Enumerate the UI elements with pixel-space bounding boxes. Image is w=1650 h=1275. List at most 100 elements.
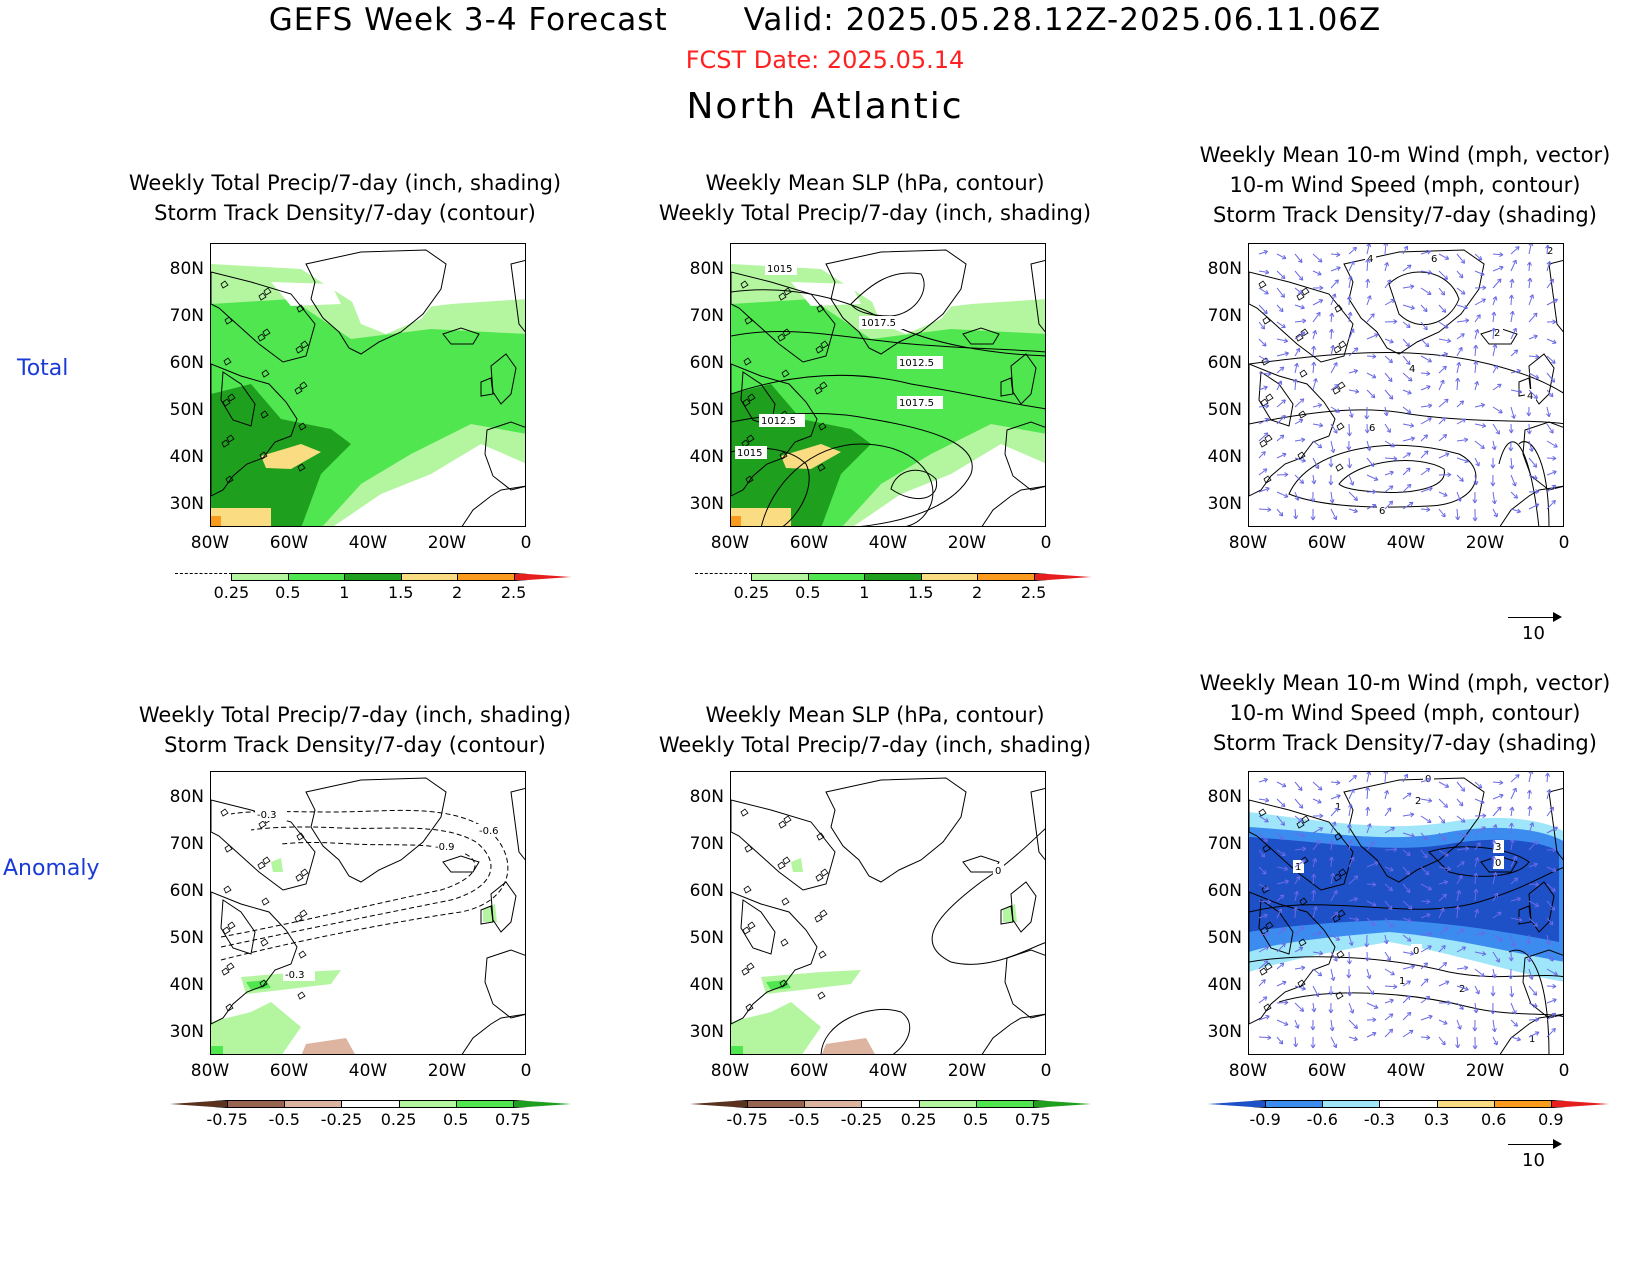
colorbar-swatch — [804, 1100, 863, 1108]
lat-tick-label: 40N — [689, 447, 724, 467]
svg-text:4: 4 — [1409, 364, 1415, 375]
colorbar-label: -0.25 — [320, 1110, 363, 1129]
lon-tick-label: 40W — [1386, 533, 1426, 553]
lon-tick-label: 20W — [947, 1061, 987, 1081]
lon-tick-label: 0 — [1558, 533, 1570, 553]
lon-tick-label: 20W — [1465, 533, 1505, 553]
lon-tick-label: 60W — [789, 1061, 829, 1081]
map-total-wind: 4 6 2 2 4 6 4 6 — [1248, 243, 1564, 527]
svg-text:2: 2 — [1415, 796, 1421, 807]
colorbar-swatch — [227, 1100, 286, 1108]
svg-text:1015: 1015 — [737, 448, 762, 459]
lat-tick-label: 30N — [689, 494, 724, 514]
lon-tick-label: 0 — [520, 533, 532, 553]
lat-tick-label: 70N — [169, 306, 204, 326]
colorbar-label: 1 — [859, 583, 870, 602]
lat-tick-label: 80N — [169, 259, 204, 279]
map-anom-precip: -0.3 -0.6 -0.9 -0.3 — [210, 771, 526, 1055]
colorbar-label: 0.6 — [1480, 1110, 1507, 1129]
lon-tick-label: 60W — [1307, 1061, 1347, 1081]
lat-tick-label: 30N — [1207, 494, 1242, 514]
colorbar-total-precip: 0.25 0.5 1 1.5 2 2.5 — [175, 573, 571, 602]
region-title: North Atlantic — [686, 86, 964, 127]
svg-text:-0.6: -0.6 — [479, 826, 499, 837]
lat-tick-label: 50N — [1207, 928, 1242, 948]
lat-tick-label: 30N — [169, 1022, 204, 1042]
colorbar-swatch — [284, 1100, 343, 1108]
lat-tick-label: 30N — [689, 1022, 724, 1042]
colorbar-anom-precip-2: -0.75 -0.5 -0.25 0.25 0.5 0.75 — [690, 1100, 1091, 1129]
lon-tick-label: 80W — [190, 1061, 230, 1081]
colorbar-label: 2 — [972, 583, 983, 602]
lon-tick-label: 40W — [868, 533, 908, 553]
lat-tick-label: 60N — [1207, 353, 1242, 373]
colorbar-swatch — [1493, 1100, 1552, 1108]
colorbar-swatch — [747, 1100, 806, 1108]
lat-tick-label: 40N — [169, 975, 204, 995]
lon-tick-label: 0 — [520, 1061, 532, 1081]
colorbar-swatch — [457, 573, 515, 581]
colorbar-swatch — [975, 1100, 1034, 1108]
colorbar-swatch — [751, 573, 809, 581]
svg-text:1017.5: 1017.5 — [899, 398, 934, 409]
lon-tick-label: 0 — [1040, 1061, 1052, 1081]
panel-title-anom-precip: Weekly Total Precip/7-day (inch, shading… — [138, 703, 572, 757]
arrow-right-icon — [1508, 612, 1562, 622]
lat-tick-label: 50N — [1207, 400, 1242, 420]
colorbar-swatch — [918, 1100, 977, 1108]
colorbar-swatch — [1322, 1100, 1381, 1108]
colorbar-label: 0.25 — [213, 583, 250, 602]
lon-tick-label: 20W — [427, 533, 467, 553]
colorbar-label: 0.5 — [442, 1110, 469, 1129]
map-total-slp: 1015 1017.5 1012.5 1017.5 1012.5 1015 — [730, 243, 1046, 527]
svg-text:-0.9: -0.9 — [435, 842, 455, 853]
lat-tick-label: 70N — [1207, 306, 1242, 326]
colorbar-label: 1.5 — [907, 583, 934, 602]
colorbar-label: 0.75 — [1015, 1110, 1051, 1129]
svg-text:2: 2 — [1459, 984, 1465, 995]
colorbar-swatch — [175, 573, 233, 581]
panel-title-anom-slp: Weekly Mean SLP (hPa, contour) Weekly To… — [658, 703, 1092, 757]
lat-tick-label: 40N — [1207, 447, 1242, 467]
lon-tick-label: 60W — [269, 533, 309, 553]
lat-tick-label: 50N — [689, 928, 724, 948]
lon-tick-label: 40W — [868, 1061, 908, 1081]
colorbar-swatch — [1550, 1100, 1609, 1108]
lat-tick-label: 60N — [169, 881, 204, 901]
svg-text:1: 1 — [1399, 976, 1405, 987]
lat-tick-label: 40N — [689, 975, 724, 995]
lon-tick-label: 60W — [1307, 533, 1347, 553]
colorbar-swatch — [398, 1100, 457, 1108]
svg-text:1017.5: 1017.5 — [861, 318, 896, 329]
colorbar-swatch — [861, 1100, 920, 1108]
map-total-precip — [210, 243, 526, 527]
colorbar-label: 0.5 — [962, 1110, 989, 1129]
svg-text:4: 4 — [1367, 254, 1373, 265]
svg-text:6: 6 — [1379, 506, 1385, 517]
row-label-anomaly: Anomaly — [3, 856, 100, 881]
lat-tick-label: 60N — [1207, 881, 1242, 901]
colorbar-swatch — [1379, 1100, 1438, 1108]
colorbar-swatch — [344, 573, 402, 581]
svg-text:-0.3: -0.3 — [285, 970, 305, 981]
svg-text:1: 1 — [1295, 862, 1301, 873]
lat-tick-label: 80N — [1207, 787, 1242, 807]
colorbar-label: 0.5 — [795, 583, 821, 602]
colorbar-swatch — [1032, 1100, 1091, 1108]
colorbar-label: -0.75 — [726, 1110, 768, 1129]
row-label-total: Total — [17, 356, 69, 381]
lat-tick-label: 80N — [169, 787, 204, 807]
lon-tick-label: 60W — [269, 1061, 309, 1081]
svg-text:6: 6 — [1369, 423, 1375, 434]
lat-tick-label: 60N — [689, 353, 724, 373]
lon-tick-label: 80W — [710, 533, 750, 553]
colorbar-label: 2 — [452, 583, 463, 602]
colorbar-swatch — [513, 573, 571, 581]
lat-tick-label: 50N — [169, 400, 204, 420]
colorbar-label: -0.9 — [1249, 1110, 1281, 1129]
lat-tick-label: 60N — [689, 881, 724, 901]
colorbar-label: -0.3 — [1363, 1110, 1396, 1129]
colorbar-swatch — [400, 573, 459, 581]
colorbar-swatch — [1033, 573, 1091, 581]
